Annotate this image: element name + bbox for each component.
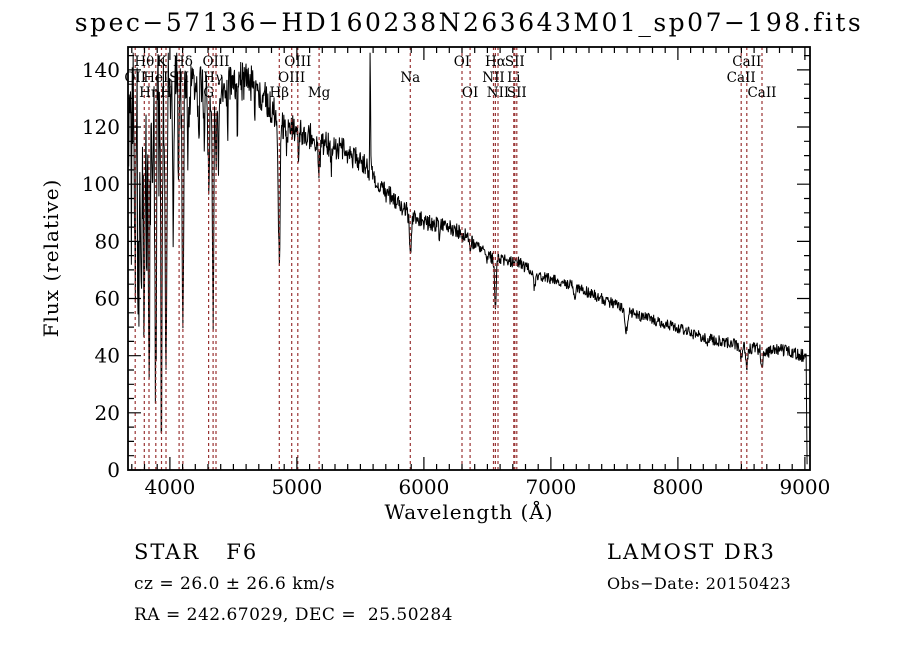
x-tick-label: 7000: [525, 475, 576, 499]
spectral-line-label: CaII: [732, 54, 761, 70]
spectral-line-label: OIII: [278, 70, 305, 86]
axis-ticks: [128, 47, 810, 471]
y-tick-label: 80: [95, 229, 120, 253]
x-axis-label: Wavelength (Å): [384, 499, 553, 524]
spectral-line-label: SII: [505, 54, 525, 70]
spectral-line-label: SII: [507, 85, 527, 101]
obs-date-text: Obs−Date: 20150423: [607, 574, 792, 593]
spectral-line-label: Hγ: [203, 70, 223, 86]
x-tick-label: 9000: [779, 475, 830, 499]
cz-text: cz = 26.0 ± 26.6 km/s: [134, 574, 336, 594]
y-tick-label: 40: [95, 344, 120, 368]
spectral-line-label: SII: [169, 70, 189, 86]
tick-labels-group: 4000 5000 6000 7000 8000 9000 0 20 40 60 80 100 120 1…: [82, 58, 831, 499]
spectral-line-label: CaII: [747, 85, 776, 101]
spectral-line-label: OI: [454, 54, 470, 70]
line-markers-group: [134, 47, 763, 470]
spectral-line-label: Hα: [485, 54, 506, 70]
spectral-line-label: Hβ: [270, 85, 290, 101]
spectral-line-label: Mg: [308, 85, 331, 101]
spectral-line-label: NII: [487, 85, 509, 101]
y-axis-label: Flux (relative): [39, 179, 63, 338]
spectrum-trace: [127, 52, 808, 465]
line-marker-labels-group: OIIHθHηHeIKHSIIHδGHγOIIIHβOIIIOIIIMgNaOI…: [124, 54, 776, 101]
survey-text: LAMOST DR3: [607, 540, 776, 564]
axes-group: [127, 46, 811, 471]
chart-title: spec−57136−HD160238N263643M01_sp07−198.f…: [75, 8, 863, 37]
spectral-line-label: HeI: [143, 70, 168, 86]
y-tick-label: 140: [82, 58, 120, 82]
spectral-line-label: Hθ: [134, 54, 154, 70]
radec-text: RA = 242.67029, DEC = 25.50284: [134, 605, 453, 625]
spectral-line-label: OI: [462, 85, 478, 101]
spectral-line-label: K: [156, 54, 167, 70]
spectral-line-label: H: [160, 85, 172, 101]
plot-border: [127, 46, 811, 471]
spectral-line-label: Hη: [139, 85, 159, 101]
x-tick-label: 6000: [398, 475, 449, 499]
object-class-text: STAR F6: [134, 540, 259, 564]
spectral-line-label: OIII: [202, 54, 229, 70]
y-tick-label: 120: [82, 115, 120, 139]
spectral-line-label: OIII: [284, 54, 311, 70]
spectral-line-label: Hδ: [173, 54, 193, 70]
y-tick-label: 0: [107, 458, 120, 482]
spectral-line-label: Na: [400, 70, 420, 86]
spectral-line-label: NII: [482, 70, 504, 86]
x-tick-label: 5000: [271, 475, 322, 499]
x-tick-label: 8000: [652, 475, 703, 499]
spectral-line-label: Li: [507, 70, 521, 86]
x-tick-label: 4000: [144, 475, 195, 499]
y-tick-label: 60: [95, 287, 120, 311]
y-tick-label: 20: [95, 401, 120, 425]
y-tick-label: 100: [82, 172, 120, 196]
spectral-line-label: G: [203, 85, 214, 101]
spectral-line-label: CaII: [727, 70, 756, 86]
spectral-line-label: OII: [124, 70, 146, 86]
spectrum-trace-group: [127, 52, 808, 465]
